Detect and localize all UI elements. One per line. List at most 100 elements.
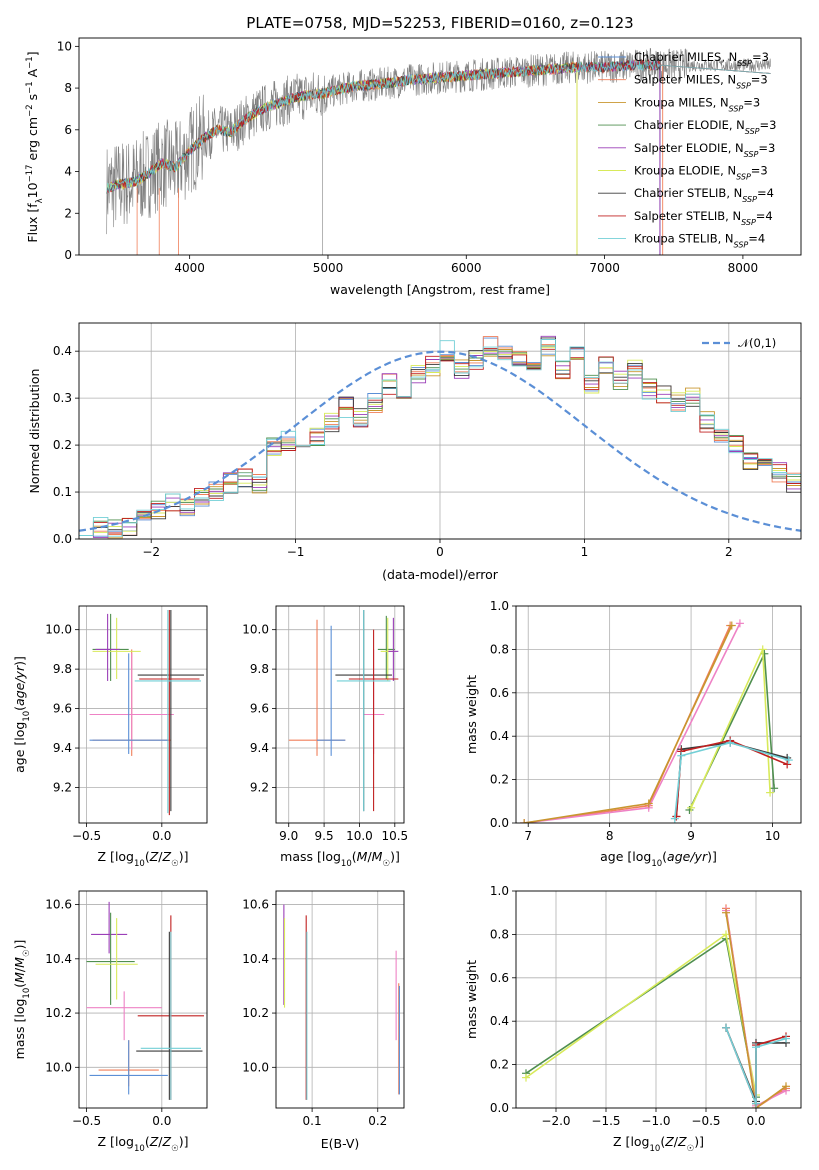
normal-curve	[79, 350, 801, 532]
figure-title: PLATE=0758, MJD=52253, FIBERID=0160, z=0…	[246, 14, 633, 32]
y-tick-label: 0.4	[490, 1014, 509, 1028]
y-tick-label: 1.0	[490, 599, 509, 613]
x-tick-label: 9.5	[315, 829, 334, 843]
mass-weight-vs-metallicity-panel: −2.0 −1.5 −1.0 −0.5 0.0 0.0 0.2 0.4 0.6 0.8 1.0 Z […	[464, 884, 802, 1154]
y-axis-label: age [log10(age/yr)]	[12, 656, 32, 773]
y-axis-label: Flux [fλ10−17 erg cm−2 s−1 A−1]	[25, 51, 45, 242]
plot-area	[106, 47, 771, 255]
y-tick-label: 10.2	[242, 1006, 269, 1020]
y-tick-label: 10.6	[242, 898, 269, 912]
age-vs-mass-panel: 9.0 9.5 10.0 10.5 9.2 9.4 9.6 9.8 10.0 mass [log1…	[242, 605, 408, 869]
y-axis-label: Normed distribution	[27, 369, 42, 494]
x-tick-label: 0.0	[746, 1114, 765, 1128]
legend-label: Chabrier MILES, NSSP=3	[634, 50, 769, 68]
x-tick-label: 10.0	[346, 829, 373, 843]
x-tick-label: 0.0	[152, 1114, 171, 1128]
y-tick-label: 0.0	[490, 816, 509, 830]
y-tick-label: 0.2	[490, 773, 509, 787]
histogram-kroupa_stelib	[79, 339, 801, 537]
y-tick-label: 4	[64, 165, 72, 179]
x-tick-label: 2	[725, 545, 733, 559]
axes-frame	[78, 890, 208, 1109]
mass-weight-line-chabrier_elodie	[688, 650, 775, 811]
y-tick-label: 6	[64, 123, 72, 137]
axes-frame	[78, 605, 208, 824]
y-tick-label: 9.8	[53, 662, 72, 676]
y-tick-label: 10.0	[45, 1060, 72, 1074]
y-tick-label: 9.8	[250, 662, 269, 676]
mass-weight-line-kroupa_stelib	[725, 1027, 787, 1104]
legend-label: 𝒩(0,1)	[738, 336, 776, 350]
x-axis-label: Z [log10(Z/Z☉)]	[98, 1134, 189, 1154]
y-tick-label: 0.8	[490, 927, 509, 941]
x-tick-label: −2.0	[541, 1114, 570, 1128]
plot-area	[283, 904, 400, 1100]
x-tick-label: 4000	[174, 261, 205, 275]
y-tick-label: 9.4	[53, 741, 72, 755]
spectrum-panel: 4000 5000 6000 7000 8000 0 2 4 6 8 10 Chabrier MILE…	[25, 37, 802, 297]
plot-area	[86, 901, 204, 1100]
x-tick-label: 0.0	[152, 829, 171, 843]
y-tick-label: 10.0	[242, 623, 269, 637]
mass-weight-vs-age-panel: 7 8 9 10 0.0 0.2 0.4 0.6 0.8 1.0 age [log10(age/yr…	[464, 599, 802, 869]
x-tick-label: −2	[142, 545, 160, 559]
legend-label: Chabrier STELIB, NSSP=4	[634, 186, 774, 204]
x-axis-label: E(B-V)	[321, 1136, 360, 1151]
x-axis-label: mass [log10(M/M☉)]	[280, 849, 400, 869]
x-tick-label: 10	[765, 829, 780, 843]
axes-frame	[515, 605, 802, 824]
mass-weight-line-kroupa_elodie	[525, 933, 757, 1096]
x-axis-label: Z [log10(Z/Z☉)]	[98, 849, 189, 869]
y-tick-label: 0.8	[490, 642, 509, 656]
age-vs-metallicity-panel: −0.5 0.0 9.2 9.4 9.6 9.8 10.0 Z [log10(Z/Z☉)] ag…	[12, 605, 208, 869]
y-tick-label: 0.4	[53, 344, 72, 358]
axes-frame	[78, 37, 802, 256]
y-tick-label: 0.0	[490, 1101, 509, 1115]
x-tick-label: 0	[436, 545, 444, 559]
axes-frame	[515, 890, 802, 1109]
y-tick-label: 9.6	[53, 702, 72, 716]
x-tick-label: 10.5	[381, 829, 408, 843]
y-tick-label: 0	[64, 248, 72, 262]
x-tick-label: −1.5	[591, 1114, 620, 1128]
y-tick-label: 0.0	[53, 532, 72, 546]
axes-frame	[275, 890, 405, 1109]
y-tick-label: 9.2	[250, 780, 269, 794]
y-tick-label: 10.2	[45, 1006, 72, 1020]
mass-vs-metallicity-panel: −0.5 0.0 10.0 10.2 10.4 10.6 Z [log10(Z/Z☉)] ma…	[12, 890, 208, 1154]
legend-label: Salpeter STELIB, NSSP=4	[634, 209, 773, 227]
mass-weight-line-kroupa_stelib	[674, 741, 790, 819]
mass-weight-line-kroupa_elodie	[690, 649, 771, 809]
legend-label: Kroupa STELIB, NSSP=4	[634, 232, 765, 250]
y-tick-label: 10.0	[45, 623, 72, 637]
spectrum-legend: Chabrier MILES, NSSP=3 Salpeter MILES, NS…	[598, 50, 776, 249]
y-tick-label: 0.2	[53, 438, 72, 452]
y-axis-label: mass weight	[464, 960, 479, 1039]
y-tick-label: 8	[64, 81, 72, 95]
legend-label: Kroupa MILES, NSSP=3	[634, 95, 760, 113]
mass-vs-extinction-panel: 0.1 0.2 10.0 10.2 10.4 10.6 E(B-V)	[242, 890, 405, 1151]
y-tick-label: 10.6	[45, 898, 72, 912]
axes-frame	[275, 605, 405, 824]
y-tick-label: 0.2	[490, 1058, 509, 1072]
y-tick-label: 2	[64, 206, 72, 220]
x-tick-label: 8	[606, 829, 614, 843]
mass-weight-line-kroupa_miles	[725, 912, 787, 1108]
x-axis-label: (data-model)/error	[382, 567, 499, 582]
legend-label: Kroupa ELODIE, NSSP=3	[634, 164, 768, 182]
x-tick-label: −0.5	[691, 1114, 720, 1128]
y-tick-label: 9.6	[250, 702, 269, 716]
x-tick-label: 7	[524, 829, 532, 843]
x-tick-label: −0.5	[72, 1114, 101, 1128]
x-tick-label: 9.0	[279, 829, 298, 843]
plot-area	[89, 609, 204, 816]
x-tick-label: −1.0	[641, 1114, 670, 1128]
y-tick-label: 0.6	[490, 971, 509, 985]
y-tick-label: 10.0	[242, 1060, 269, 1074]
y-axis-label: mass [log10(M/M☉)]	[12, 940, 32, 1060]
x-axis-label: wavelength [Angstrom, rest frame]	[330, 282, 550, 297]
legend-label: Salpeter MILES, NSSP=3	[634, 73, 768, 91]
plot-area	[520, 619, 793, 823]
mass-weight-line-chabrier_elodie	[525, 937, 757, 1098]
